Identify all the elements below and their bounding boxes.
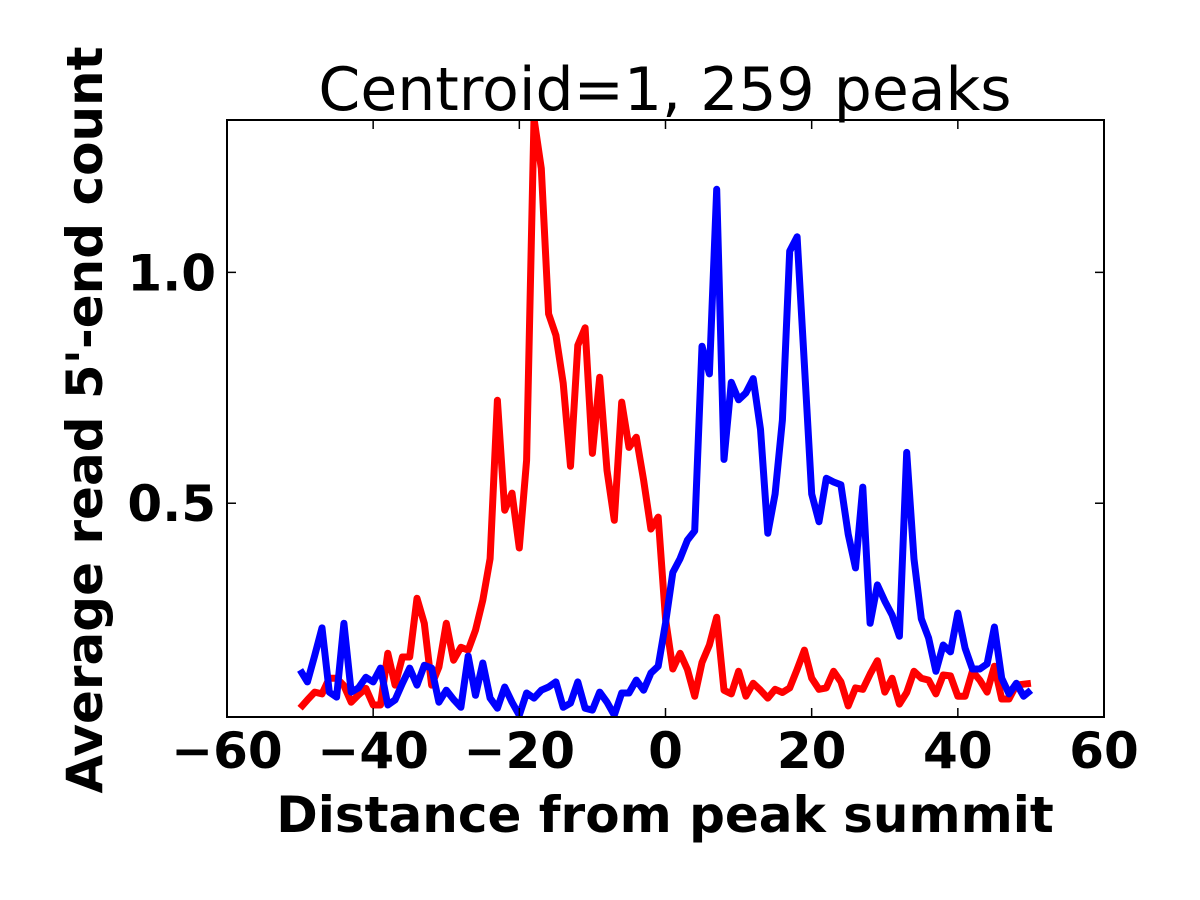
y-tick-label: 1.0 [127,244,216,302]
x-axis-label: Distance from peak summit [276,786,1054,844]
series-layer [297,120,1034,717]
tick-layer: −60 −40 −20 0 20 40 60 0.5 1.0 [127,120,1139,780]
x-tick-label: 0 [648,722,683,780]
y-tick-label: 0.5 [127,475,216,533]
chart-title: Centroid=1, 259 peaks [318,55,1011,125]
y-axis-label: Average read 5'-end count [56,46,114,793]
x-tick-label: 40 [923,722,993,780]
x-tick-label: −40 [317,722,428,780]
x-tick-label: −20 [464,722,575,780]
series-line-blue [297,185,1034,717]
x-tick-label: 20 [777,722,847,780]
x-tick-label: −60 [171,722,282,780]
x-tick-label: 60 [1069,722,1139,780]
